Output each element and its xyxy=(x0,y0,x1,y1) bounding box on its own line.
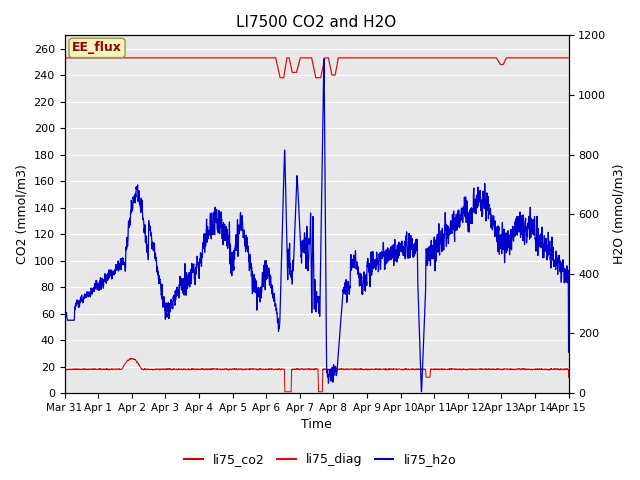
X-axis label: Time: Time xyxy=(301,419,332,432)
Y-axis label: H2O (mmol/m3): H2O (mmol/m3) xyxy=(612,164,625,264)
Legend: li75_co2, li75_diag, li75_h2o: li75_co2, li75_diag, li75_h2o xyxy=(179,448,461,471)
Text: EE_flux: EE_flux xyxy=(72,41,122,54)
Y-axis label: CO2 (mmol/m3): CO2 (mmol/m3) xyxy=(15,164,28,264)
Title: LI7500 CO2 and H2O: LI7500 CO2 and H2O xyxy=(236,15,397,30)
